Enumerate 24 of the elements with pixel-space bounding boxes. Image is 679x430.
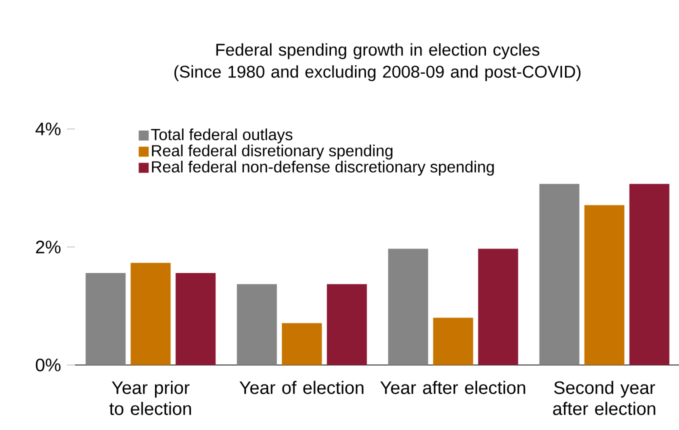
chart-title: Federal spending growth in election cycles [216, 43, 540, 60]
y-tick-label: 0% [36, 358, 61, 372]
chart-subtitle: (Since 1980 and excluding 2008-09 and post-COVID) [174, 65, 580, 82]
bar [388, 248, 428, 365]
bar [130, 262, 171, 365]
bar [176, 272, 216, 365]
bar [478, 248, 518, 365]
bar [326, 284, 367, 365]
bar [584, 205, 624, 365]
y-tick-label: 2% [36, 240, 61, 254]
legend-label: Real federal non-defense discretionary spending [152, 160, 494, 176]
x-tick-label: Year after election [380, 380, 526, 394]
x-tick-label: Year prior to election [109, 380, 191, 416]
x-tick-label: Second year after election [553, 380, 656, 416]
legend-label: Real federal disretionary spending [152, 144, 392, 160]
bar [282, 323, 322, 365]
bar [86, 272, 126, 365]
bar [539, 184, 580, 365]
legend-label: Total federal outlays [151, 128, 292, 144]
x-tick-label: Year of election [240, 380, 364, 394]
bar [236, 284, 277, 365]
bar [433, 318, 474, 365]
y-tick-label: 4% [36, 122, 61, 136]
bar [629, 184, 670, 365]
